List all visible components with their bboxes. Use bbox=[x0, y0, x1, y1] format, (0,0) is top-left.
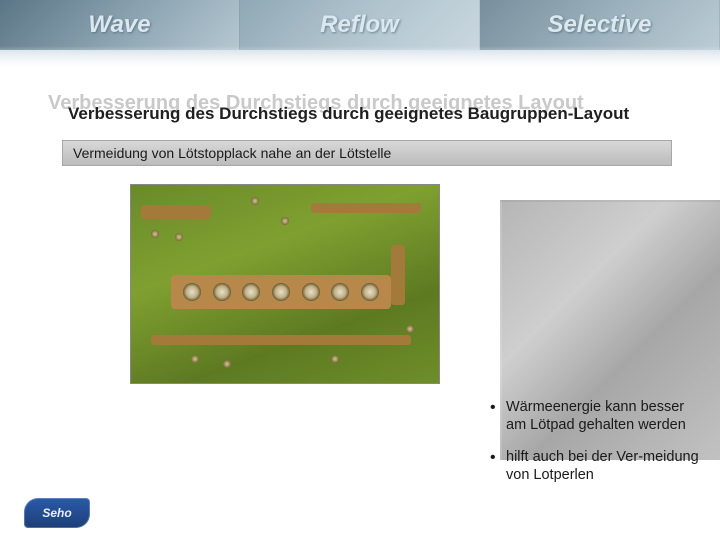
logo-text: Seho bbox=[42, 506, 71, 520]
banner-fade bbox=[0, 46, 720, 68]
subtitle-bar: Vermeidung von Lötstopplack nahe an der … bbox=[62, 140, 672, 166]
bullet-item: hilft auch bei der Ver-meidung von Lotpe… bbox=[490, 448, 700, 484]
bullet-list: Wärmeenergie kann besser am Lötpad gehal… bbox=[490, 398, 700, 499]
pcb-photo bbox=[130, 184, 440, 384]
banner-label-wave: Wave bbox=[0, 0, 240, 50]
banner-label-selective: Selective bbox=[480, 0, 720, 50]
banner-strip: Wave Reflow Selective bbox=[0, 0, 720, 50]
seho-logo: Seho bbox=[24, 498, 90, 528]
subtitle-text: Vermeidung von Lötstopplack nahe an der … bbox=[73, 145, 391, 161]
page-title: Verbesserung des Durchstiegs durch geeig… bbox=[68, 104, 629, 124]
title-area: Verbesserung des Durchstiegs durch geeig… bbox=[48, 92, 690, 115]
pcb-pad-row bbox=[171, 275, 391, 309]
bullet-item: Wärmeenergie kann besser am Lötpad gehal… bbox=[490, 398, 700, 434]
header-banner: Wave Reflow Selective bbox=[0, 0, 720, 68]
banner-label-reflow: Reflow bbox=[240, 0, 480, 50]
